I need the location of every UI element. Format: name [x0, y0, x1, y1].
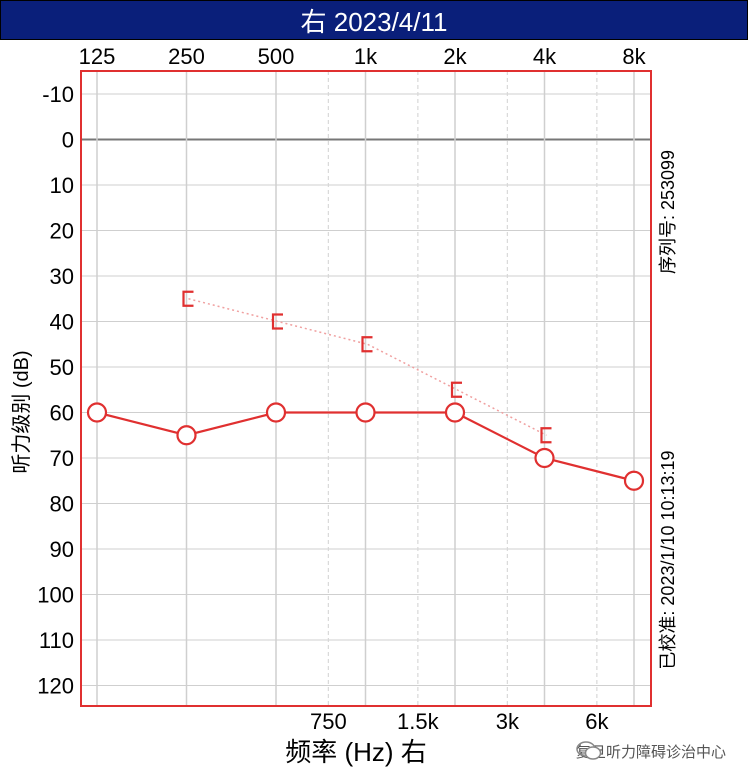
y-tick-label: 20	[50, 219, 74, 244]
calibration-date-label: 已校准: 2023/1/10 10:13:19	[658, 450, 678, 669]
y-tick-label: 70	[50, 446, 74, 471]
air-conduction-marker	[86, 402, 108, 423]
y-tick-label: 50	[50, 355, 74, 380]
air-conduction-marker	[534, 447, 555, 469]
serial-number-label: 序列号: 253099	[658, 150, 678, 274]
y-tick-label: 120	[37, 674, 74, 699]
watermark: 复旦听力障碍诊治中心	[576, 741, 726, 762]
grid-layer	[81, 71, 651, 706]
series-layer	[86, 290, 645, 491]
y-tick-label: 60	[50, 401, 74, 426]
wechat-icon	[576, 741, 602, 760]
y-tick-label: 90	[50, 537, 74, 562]
bone-conduction-marker	[182, 290, 194, 307]
air-conduction-marker	[176, 425, 197, 446]
y-tick-label: 80	[50, 492, 74, 517]
x-bottom-tick-label: 3k	[496, 709, 520, 734]
bone-conduction-line	[188, 298, 547, 436]
y-tick-label: -10	[42, 82, 74, 107]
x-top-tick-label: 8k	[622, 44, 646, 69]
x-bottom-tick-label: 6k	[585, 709, 609, 734]
bone-conduction-marker	[271, 313, 283, 330]
bone-conduction-marker	[540, 427, 552, 444]
x-bottom-tick-label: 1.5k	[397, 709, 440, 734]
y-tick-label: 100	[37, 583, 74, 608]
x-top-tick-label: 500	[258, 44, 295, 69]
tick-label-layer: -10 0 10 20 30 40 50 60 70 80 90 100 110 120 125 250 500…	[37, 44, 646, 734]
x-top-tick-label: 250	[168, 44, 205, 69]
x-bottom-tick-label: 750	[310, 709, 347, 734]
x-top-tick-label: 4k	[533, 44, 557, 69]
x-top-tick-label: 1k	[354, 44, 378, 69]
y-tick-label: 110	[39, 628, 74, 653]
air-conduction-marker	[623, 470, 645, 491]
bone-conduction-marker	[361, 336, 373, 353]
y-tick-label: 0	[62, 128, 74, 153]
y-tick-label: 40	[50, 310, 74, 335]
x-axis-label: 频率 (Hz) 右	[285, 737, 427, 767]
y-axis-label: 听力级别 (dB)	[10, 350, 33, 473]
x-top-tick-label: 125	[79, 44, 116, 69]
y-tick-label: 10	[50, 173, 74, 198]
air-conduction-marker	[265, 402, 287, 423]
air-conduction-marker	[444, 402, 466, 423]
chart-title: 右 2023/4/11	[0, 0, 748, 40]
bone-conduction-marker	[450, 381, 462, 398]
air-conduction-marker	[355, 402, 376, 423]
watermark-text: 复旦听力障碍诊治中心	[575, 744, 726, 761]
x-top-tick-label: 2k	[443, 44, 467, 69]
y-tick-label: 30	[50, 264, 74, 289]
plot-frame	[80, 70, 652, 707]
chart-title-text: 右 2023/4/11	[300, 6, 448, 37]
